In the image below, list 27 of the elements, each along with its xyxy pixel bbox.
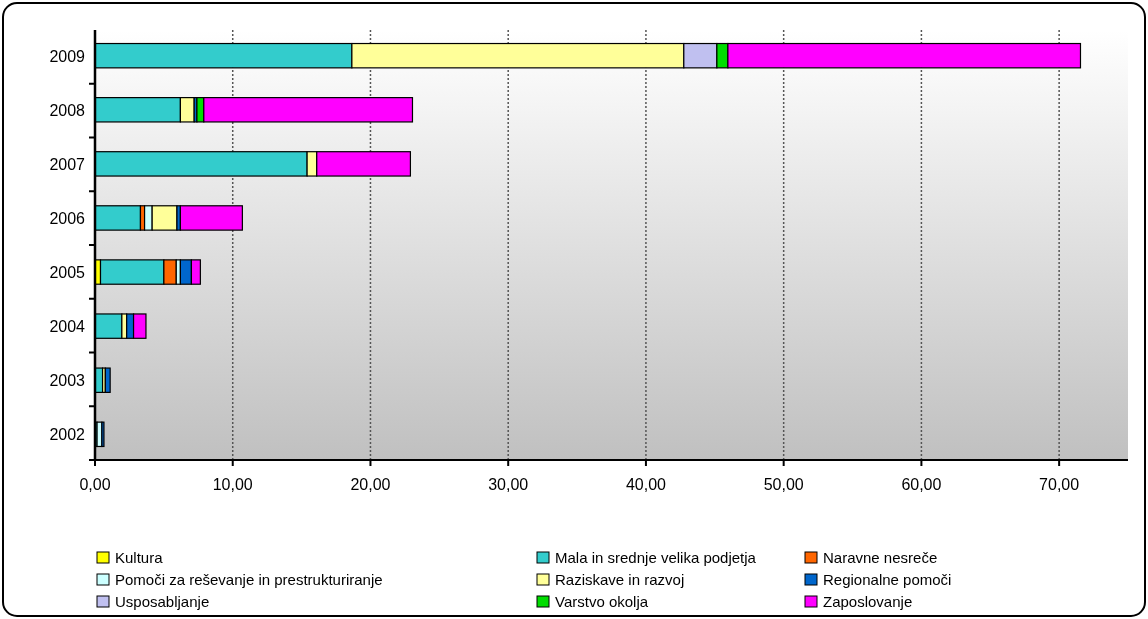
x-tick-label: 20,00 [350, 476, 391, 493]
y-tick-label: 2008 [49, 101, 86, 119]
bar [179, 205, 243, 231]
x-tick-label: 50,00 [763, 476, 804, 493]
y-tick-label: 2006 [49, 209, 86, 227]
legend-label: Mala in srednje velika podjetja [555, 549, 757, 566]
y-tick-label: 2009 [49, 47, 86, 65]
y-tick-label: 2002 [49, 426, 86, 444]
x-tick-label: 0,00 [79, 476, 111, 493]
y-tick-label: 2005 [49, 264, 86, 282]
bar [104, 367, 111, 393]
legend-label: Varstvo okolja [555, 593, 649, 610]
legend-label: Usposabljanje [115, 593, 210, 610]
x-tick-label: 60,00 [901, 476, 942, 493]
legend-label: Regionalne pomoči [823, 571, 952, 588]
y-tick-label: 2004 [49, 318, 86, 336]
y-tick-label: 2007 [49, 155, 86, 173]
legend-label: Raziskave in razvoj [555, 571, 685, 588]
legend-label: Naravne nesreče [823, 549, 938, 566]
legend-label: Zaposlovanje [823, 593, 913, 610]
x-tick-label: 30,00 [488, 476, 529, 493]
x-tick-label: 70,00 [1039, 476, 1080, 493]
legend-label: Pomoči za reševanje in prestrukturiranje [115, 571, 383, 588]
legend-label: Kultura [115, 549, 164, 566]
y-tick-label: 2003 [49, 372, 86, 390]
x-tick-label: 40,00 [625, 476, 667, 493]
x-tick-label: 10,00 [212, 476, 253, 493]
